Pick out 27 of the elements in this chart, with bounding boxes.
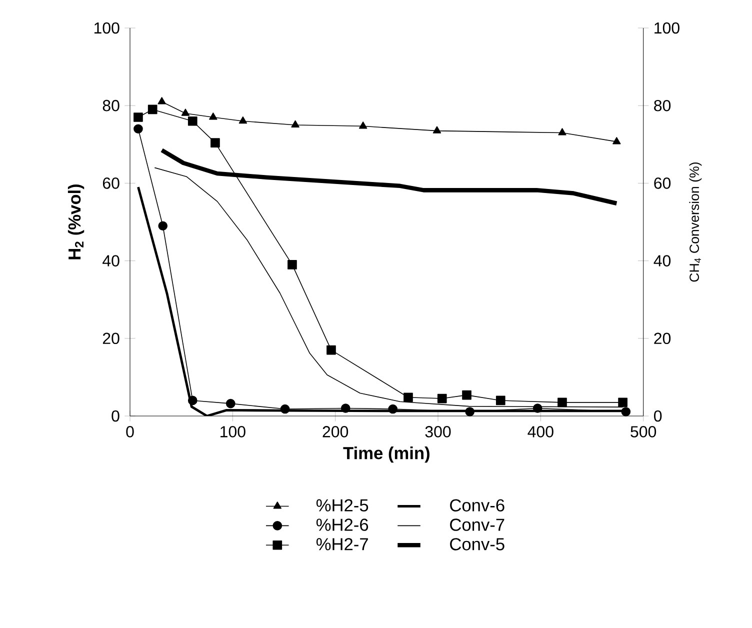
legend-label: %H2-5 <box>316 499 368 512</box>
x-axis-title: Time (min) <box>343 446 430 463</box>
legend-label: Conv-6 <box>450 499 504 512</box>
y-tick-label: 100 <box>94 22 120 34</box>
y2-tick-label: 60 <box>654 178 671 189</box>
x-tick-label: 100 <box>220 426 246 438</box>
x-tick-label: 500 <box>630 426 656 438</box>
y2-tick-label: 40 <box>654 255 671 266</box>
y-tick-label: 60 <box>102 178 120 189</box>
y-tick-label: 80 <box>102 100 120 112</box>
y-tick-label: 0 <box>112 410 120 422</box>
y2-tick-label: 0 <box>654 410 662 422</box>
y-tick-label: 20 <box>102 332 120 344</box>
legend-label: %H2-6 <box>316 518 368 531</box>
x-tick-label: 400 <box>528 426 554 438</box>
y2-tick-label: 20 <box>654 332 671 344</box>
y-axis-title: H$_{2}$ (%vol) <box>68 184 84 260</box>
legend-label: Conv-7 <box>450 518 504 531</box>
legend-label: %H2-7 <box>316 538 368 550</box>
y2-tick-label: 100 <box>654 22 680 34</box>
y-tick-label: 40 <box>102 255 120 266</box>
y2-axis-title: CH$_{4}$ Conversion (%) <box>689 162 702 282</box>
y2-tick-label: 80 <box>654 100 671 112</box>
x-tick-label: 200 <box>322 426 348 438</box>
x-tick-label: 300 <box>425 426 451 438</box>
x-tick-label: 0 <box>126 426 134 438</box>
legend-label: Conv-5 <box>450 538 504 550</box>
